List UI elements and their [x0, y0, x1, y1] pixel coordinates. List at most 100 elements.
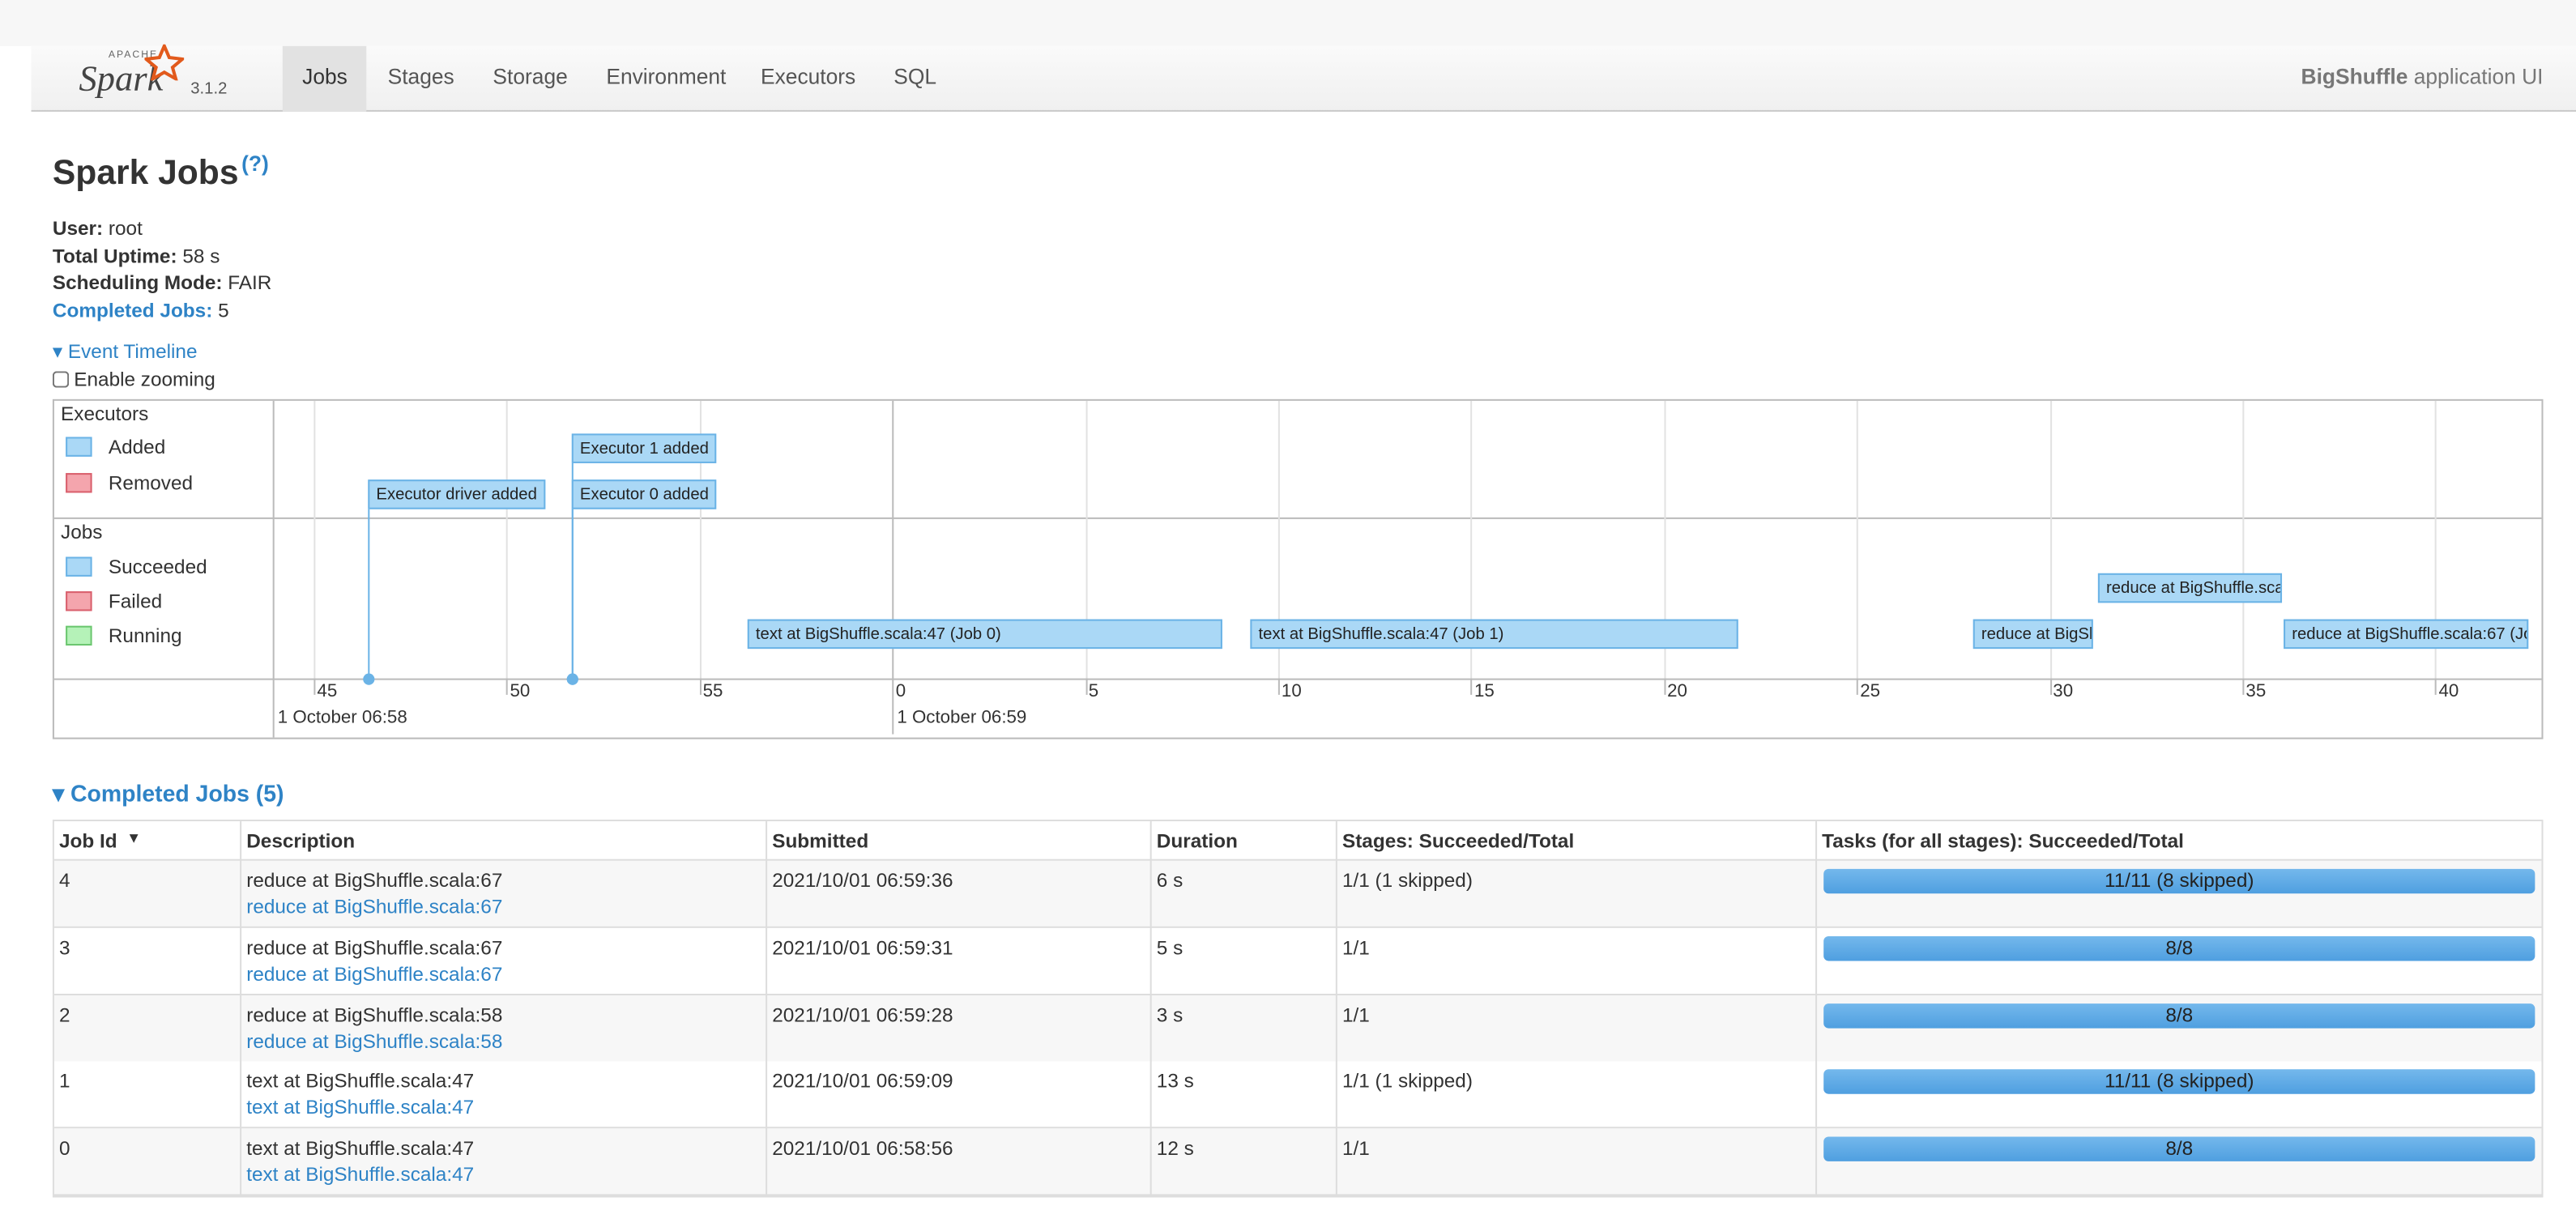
cell-description: reduce at BigShuffle.scala:58: [246, 1003, 503, 1026]
completed-title[interactable]: Completed Jobs (5): [70, 780, 284, 807]
task-progress: 8/8: [1823, 935, 2535, 961]
event-line: [368, 509, 370, 679]
grid-line: [2049, 400, 2052, 679]
top-strip: [0, 0, 2576, 46]
grid-line: [506, 400, 509, 679]
legend-swatch: [66, 473, 92, 493]
nav-tab[interactable]: Executors: [761, 64, 856, 89]
cell-stages: 1/1: [1341, 935, 1370, 959]
tick-line: [892, 678, 894, 735]
legend-swatch: [66, 556, 92, 577]
summary-value: 58 s: [182, 244, 220, 267]
event-line: [571, 509, 574, 679]
timeline-toggle-text[interactable]: Event Timeline: [67, 339, 198, 364]
executor-event[interactable]: Executor driver added: [368, 479, 546, 509]
job-link[interactable]: text at BigShuffle.scala:47: [246, 1096, 475, 1119]
column-header[interactable]: Tasks (for all stages): Succeeded/Total: [1822, 829, 2184, 853]
tick-line: [1664, 678, 1666, 695]
navbar: [31, 45, 2576, 112]
job-item[interactable]: reduce at BigShuffle.scala:58 (Job 2): [1973, 619, 2093, 650]
tick-label: 15: [1474, 681, 1495, 701]
legend-swatch: [66, 591, 92, 611]
legend-label: Added: [108, 435, 166, 458]
logo[interactable]: Spark: [79, 57, 164, 99]
summary-item[interactable]: Completed Jobs: 5: [53, 299, 229, 322]
cell-duration: 13 s: [1156, 1070, 1194, 1093]
jobs-table: Job Id ▼ Description Submitted Duration Stage…: [52, 820, 2544, 1198]
timeline-toggle[interactable]: ▾ Event Timeline: [52, 339, 198, 364]
job-item[interactable]: text at BigShuffle.scala:47 (Job 0): [747, 619, 1222, 650]
job-item[interactable]: reduce at BigShuffle.scala:67 (Job 3): [2097, 573, 2283, 603]
cell-submitted: 2021/10/01 06:59:36: [772, 868, 953, 893]
legend-label: Succeeded: [108, 555, 207, 578]
tick-label: 5: [1088, 681, 1099, 701]
label-column-border: [272, 400, 275, 738]
zoom-option[interactable]: Enable zooming: [52, 368, 215, 391]
grid-line: [1085, 400, 1087, 679]
tick-line: [2242, 678, 2245, 695]
nav-tab[interactable]: Stages: [387, 64, 454, 89]
cell-duration: 12 s: [1156, 1136, 1194, 1161]
task-progress: 8/8: [1823, 1003, 2535, 1028]
nav-tab[interactable]: SQL: [893, 64, 937, 89]
tick-label: 20: [1667, 681, 1687, 701]
cell-duration: 3 s: [1156, 1003, 1184, 1026]
tick-label: 45: [317, 681, 338, 701]
job-link[interactable]: reduce at BigShuffle.scala:58: [246, 1029, 503, 1053]
column-header[interactable]: Submitted: [772, 829, 869, 853]
cell-submitted: 2021/10/01 06:59:31: [772, 935, 953, 959]
axis-separator: [53, 678, 2542, 680]
column-header[interactable]: Job Id: [59, 829, 117, 853]
completed-toggle[interactable]: ▾ Completed Jobs (5): [52, 780, 284, 807]
grid-line: [699, 400, 702, 679]
column-border: [240, 821, 242, 1196]
cell-id: 2: [59, 1003, 70, 1026]
job-item[interactable]: text at BigShuffle.scala:47 (Job 1): [1250, 619, 1738, 650]
app-suffix: application UI: [2413, 64, 2544, 89]
group-label: Executors: [61, 402, 149, 426]
column-header[interactable]: Duration: [1156, 829, 1238, 853]
task-progress: 11/11 (8 skipped): [1823, 1070, 2535, 1095]
date-label: 1 October 06:58: [277, 708, 407, 728]
summary-label: Total Uptime:: [52, 244, 177, 267]
executor-event[interactable]: Executor 0 added: [571, 479, 717, 509]
cell-id: 4: [59, 868, 70, 893]
event-dot: [566, 673, 578, 685]
column-header[interactable]: Stages: Succeeded/Total: [1341, 829, 1575, 853]
job-link[interactable]: reduce at BigShuffle.scala:67: [246, 895, 503, 918]
tick-label: 30: [2053, 681, 2074, 701]
date-label: 1 October 06:59: [897, 708, 1027, 728]
legend-label: Removed: [108, 471, 194, 495]
nav-tab[interactable]: Jobs: [282, 45, 368, 112]
job-link[interactable]: text at BigShuffle.scala:47: [246, 1163, 475, 1187]
grid-line: [2435, 400, 2437, 679]
cell-id: 1: [59, 1070, 70, 1093]
cell-submitted: 2021/10/01 06:59:28: [772, 1003, 953, 1026]
sort-arrow: ▼: [126, 829, 142, 846]
legend-label: Running: [108, 624, 182, 648]
grid-line: [1857, 400, 1859, 679]
zoom-checkbox[interactable]: [52, 371, 70, 388]
nav-tab[interactable]: Environment: [606, 64, 727, 89]
summary-item: Total Uptime: 58 s: [53, 245, 220, 267]
logo-star: [144, 44, 185, 81]
tick-line: [699, 678, 702, 695]
tick-line: [1857, 678, 1859, 695]
cell-duration: 5 s: [1156, 935, 1184, 959]
executor-event[interactable]: Executor 1 added: [571, 433, 717, 463]
job-link[interactable]: reduce at BigShuffle.scala:67: [246, 962, 503, 986]
cell-id: 0: [59, 1136, 70, 1161]
summary-value: root: [108, 216, 143, 241]
tick-line: [313, 678, 316, 695]
event-dot: [363, 673, 375, 685]
column-header[interactable]: Description: [246, 829, 356, 853]
summary-item: User: root: [53, 217, 143, 240]
summary-label[interactable]: Completed Jobs:: [52, 299, 213, 322]
help-link[interactable]: (?): [241, 151, 269, 177]
nav-tab[interactable]: Storage: [493, 64, 568, 89]
zoom-label[interactable]: Enable zooming: [74, 368, 215, 391]
tick-label: 10: [1281, 681, 1302, 701]
job-item[interactable]: reduce at BigShuffle.scala:67 (Job 4): [2284, 619, 2529, 650]
grid-line: [892, 400, 894, 679]
